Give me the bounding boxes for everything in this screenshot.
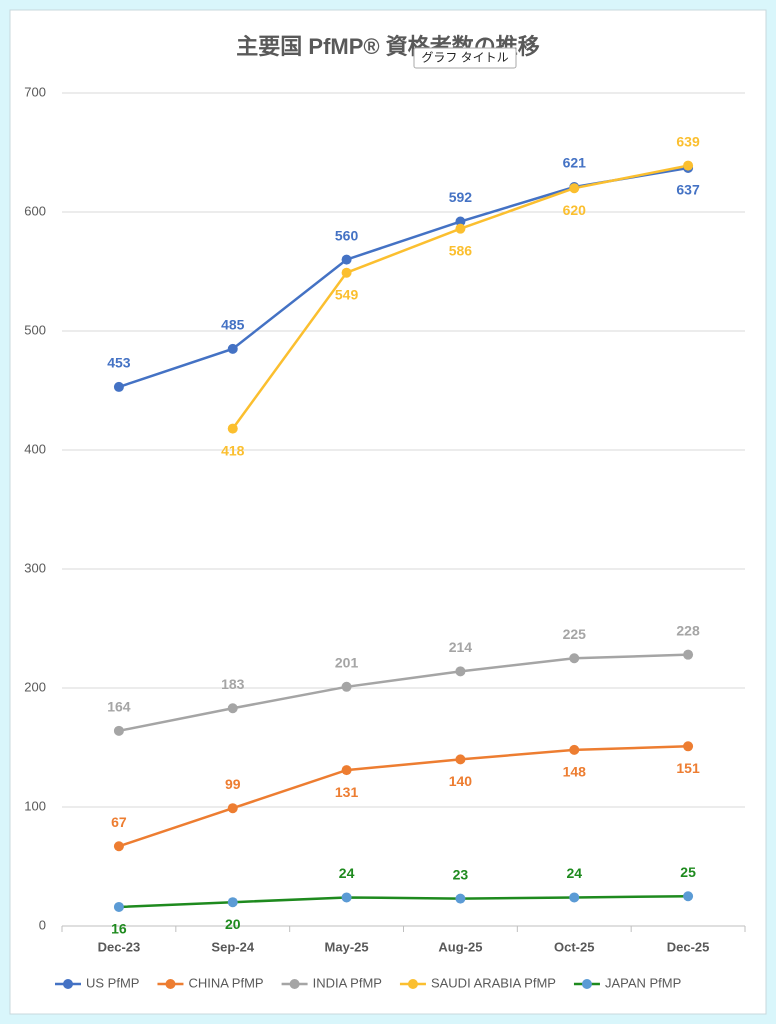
x-tick-label: Sep-24 bbox=[211, 939, 254, 954]
data-point bbox=[113, 901, 124, 912]
legend-label: CHINA PfMP bbox=[188, 975, 263, 990]
data-point bbox=[341, 267, 352, 278]
x-tick-label: Dec-25 bbox=[667, 939, 710, 954]
data-point bbox=[683, 649, 694, 660]
x-tick-label: Aug-25 bbox=[438, 939, 482, 954]
data-label: 228 bbox=[676, 622, 700, 638]
data-label: 214 bbox=[449, 639, 473, 655]
chart-area bbox=[9, 9, 767, 1015]
y-tick-label: 0 bbox=[39, 917, 46, 932]
data-point bbox=[227, 423, 238, 434]
data-label: 23 bbox=[453, 866, 469, 882]
data-point bbox=[113, 381, 124, 392]
y-tick-label: 700 bbox=[24, 84, 46, 99]
data-label: 637 bbox=[676, 182, 700, 198]
data-point bbox=[113, 725, 124, 736]
data-point bbox=[227, 703, 238, 714]
data-point bbox=[341, 254, 352, 265]
data-point bbox=[341, 765, 352, 776]
data-point bbox=[683, 741, 694, 752]
data-point bbox=[569, 892, 580, 903]
data-label: 151 bbox=[676, 760, 700, 776]
legend-marker bbox=[289, 979, 300, 989]
data-label: 201 bbox=[335, 655, 359, 671]
data-point bbox=[455, 754, 466, 765]
x-tick-label: Dec-23 bbox=[98, 939, 141, 954]
data-label: 586 bbox=[449, 242, 473, 258]
data-label: 99 bbox=[225, 776, 241, 792]
data-label: 183 bbox=[221, 676, 245, 692]
legend-marker bbox=[581, 979, 592, 989]
data-label: 148 bbox=[563, 764, 587, 780]
data-point bbox=[227, 803, 238, 814]
y-tick-label: 100 bbox=[24, 798, 46, 813]
data-point bbox=[455, 893, 466, 904]
x-tick-label: May-25 bbox=[325, 939, 369, 954]
data-point bbox=[341, 681, 352, 692]
y-tick-label: 500 bbox=[24, 322, 46, 337]
data-label: 453 bbox=[107, 355, 131, 371]
data-point bbox=[341, 892, 352, 903]
data-label: 549 bbox=[335, 286, 359, 302]
data-label: 621 bbox=[563, 155, 587, 171]
y-tick-label: 400 bbox=[24, 441, 46, 456]
data-point bbox=[569, 653, 580, 664]
data-label: 140 bbox=[449, 773, 473, 789]
tooltip: グラフ タイトル bbox=[421, 51, 508, 65]
data-label: 639 bbox=[676, 133, 700, 149]
data-point bbox=[569, 183, 580, 194]
legend-label: JAPAN PfMP bbox=[605, 975, 681, 990]
data-label: 24 bbox=[339, 865, 355, 881]
legend-marker bbox=[407, 979, 418, 989]
tooltip-box bbox=[413, 47, 517, 69]
data-label: 16 bbox=[111, 921, 127, 937]
data-point bbox=[227, 897, 238, 908]
data-point bbox=[455, 223, 466, 234]
y-tick-label: 300 bbox=[24, 560, 46, 575]
x-tick-label: Oct-25 bbox=[554, 939, 594, 954]
data-point bbox=[683, 891, 694, 902]
data-label: 225 bbox=[563, 626, 587, 642]
legend-label: SAUDI ARABIA PfMP bbox=[431, 975, 556, 990]
series-line bbox=[118, 653, 689, 733]
legend-marker bbox=[63, 979, 73, 989]
data-label: 560 bbox=[335, 227, 359, 243]
data-label: 418 bbox=[221, 442, 245, 458]
data-label: 620 bbox=[563, 202, 587, 218]
data-label: 67 bbox=[111, 814, 127, 830]
legend-label: US PfMP bbox=[86, 975, 139, 990]
data-label: 24 bbox=[566, 865, 582, 881]
data-label: 592 bbox=[449, 189, 473, 205]
data-point bbox=[113, 841, 124, 852]
data-label: 25 bbox=[680, 864, 696, 880]
data-point bbox=[683, 160, 694, 171]
data-point bbox=[455, 666, 466, 677]
data-label: 164 bbox=[107, 699, 131, 715]
legend-marker bbox=[165, 979, 176, 989]
y-tick-label: 600 bbox=[24, 203, 46, 218]
legend-label: INDIA PfMP bbox=[313, 975, 382, 990]
series-line bbox=[118, 895, 689, 909]
data-label: 131 bbox=[335, 784, 359, 800]
data-label: 485 bbox=[221, 317, 245, 333]
y-tick-label: 200 bbox=[24, 679, 46, 694]
data-label: 20 bbox=[225, 916, 241, 932]
data-point bbox=[455, 216, 466, 227]
series-line bbox=[118, 745, 689, 848]
data-point bbox=[569, 744, 580, 755]
data-point bbox=[227, 343, 238, 354]
